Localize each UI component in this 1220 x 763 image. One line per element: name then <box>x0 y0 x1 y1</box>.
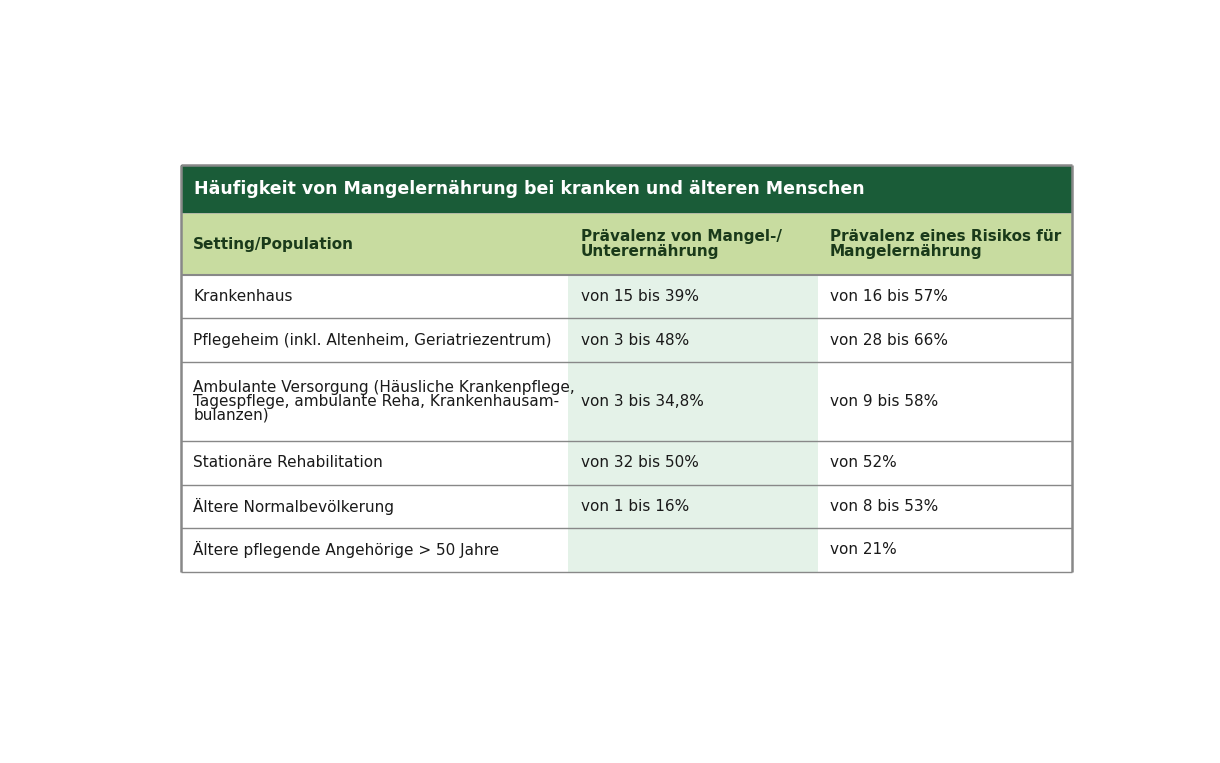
FancyBboxPatch shape <box>817 528 1071 571</box>
Text: von 9 bis 58%: von 9 bis 58% <box>830 394 938 409</box>
FancyBboxPatch shape <box>181 441 569 485</box>
Text: von 16 bis 57%: von 16 bis 57% <box>830 289 948 304</box>
Text: Pflegeheim (inkl. Altenheim, Geriatriezentrum): Pflegeheim (inkl. Altenheim, Geriatrieze… <box>193 333 551 348</box>
Text: Stationäre Rehabilitation: Stationäre Rehabilitation <box>193 456 383 470</box>
Text: von 3 bis 48%: von 3 bis 48% <box>581 333 689 348</box>
Text: von 28 bis 66%: von 28 bis 66% <box>830 333 948 348</box>
Text: Tagespflege, ambulante Reha, Krankenhausam-: Tagespflege, ambulante Reha, Krankenhaus… <box>193 394 559 409</box>
Text: von 32 bis 50%: von 32 bis 50% <box>581 456 699 470</box>
FancyBboxPatch shape <box>817 318 1071 362</box>
Text: von 15 bis 39%: von 15 bis 39% <box>581 289 699 304</box>
Text: Ambulante Versorgung (Häusliche Krankenpflege,: Ambulante Versorgung (Häusliche Krankenp… <box>193 381 575 395</box>
FancyBboxPatch shape <box>181 275 569 318</box>
Text: Prävalenz von Mangel-/: Prävalenz von Mangel-/ <box>581 229 782 244</box>
FancyBboxPatch shape <box>181 165 1071 213</box>
FancyBboxPatch shape <box>569 528 817 571</box>
FancyBboxPatch shape <box>181 213 569 275</box>
Text: Ältere pflegende Angehörige > 50 Jahre: Ältere pflegende Angehörige > 50 Jahre <box>193 541 499 559</box>
FancyBboxPatch shape <box>817 213 1071 275</box>
FancyBboxPatch shape <box>569 441 817 485</box>
FancyBboxPatch shape <box>181 362 569 441</box>
Text: Prävalenz eines Risikos für: Prävalenz eines Risikos für <box>830 229 1061 244</box>
FancyBboxPatch shape <box>817 275 1071 318</box>
Text: Setting/Population: Setting/Population <box>193 237 354 252</box>
Text: Unterernährung: Unterernährung <box>581 244 719 259</box>
Text: Häufigkeit von Mangelernährung bei kranken und älteren Menschen: Häufigkeit von Mangelernährung bei krank… <box>194 180 865 198</box>
FancyBboxPatch shape <box>181 528 569 571</box>
Text: bulanzen): bulanzen) <box>193 407 268 423</box>
FancyBboxPatch shape <box>569 213 817 275</box>
FancyBboxPatch shape <box>181 318 569 362</box>
Text: Ältere Normalbevölkerung: Ältere Normalbevölkerung <box>193 497 394 515</box>
Text: Krankenhaus: Krankenhaus <box>193 289 293 304</box>
FancyBboxPatch shape <box>569 485 817 528</box>
Text: von 8 bis 53%: von 8 bis 53% <box>830 499 938 513</box>
Text: von 52%: von 52% <box>830 456 897 470</box>
FancyBboxPatch shape <box>181 485 569 528</box>
FancyBboxPatch shape <box>569 318 817 362</box>
Text: von 1 bis 16%: von 1 bis 16% <box>581 499 689 513</box>
FancyBboxPatch shape <box>817 362 1071 441</box>
FancyBboxPatch shape <box>817 485 1071 528</box>
Text: Mangelernährung: Mangelernährung <box>830 244 982 259</box>
FancyBboxPatch shape <box>569 275 817 318</box>
Text: von 21%: von 21% <box>830 542 897 557</box>
FancyBboxPatch shape <box>569 362 817 441</box>
Text: von 3 bis 34,8%: von 3 bis 34,8% <box>581 394 704 409</box>
FancyBboxPatch shape <box>817 441 1071 485</box>
